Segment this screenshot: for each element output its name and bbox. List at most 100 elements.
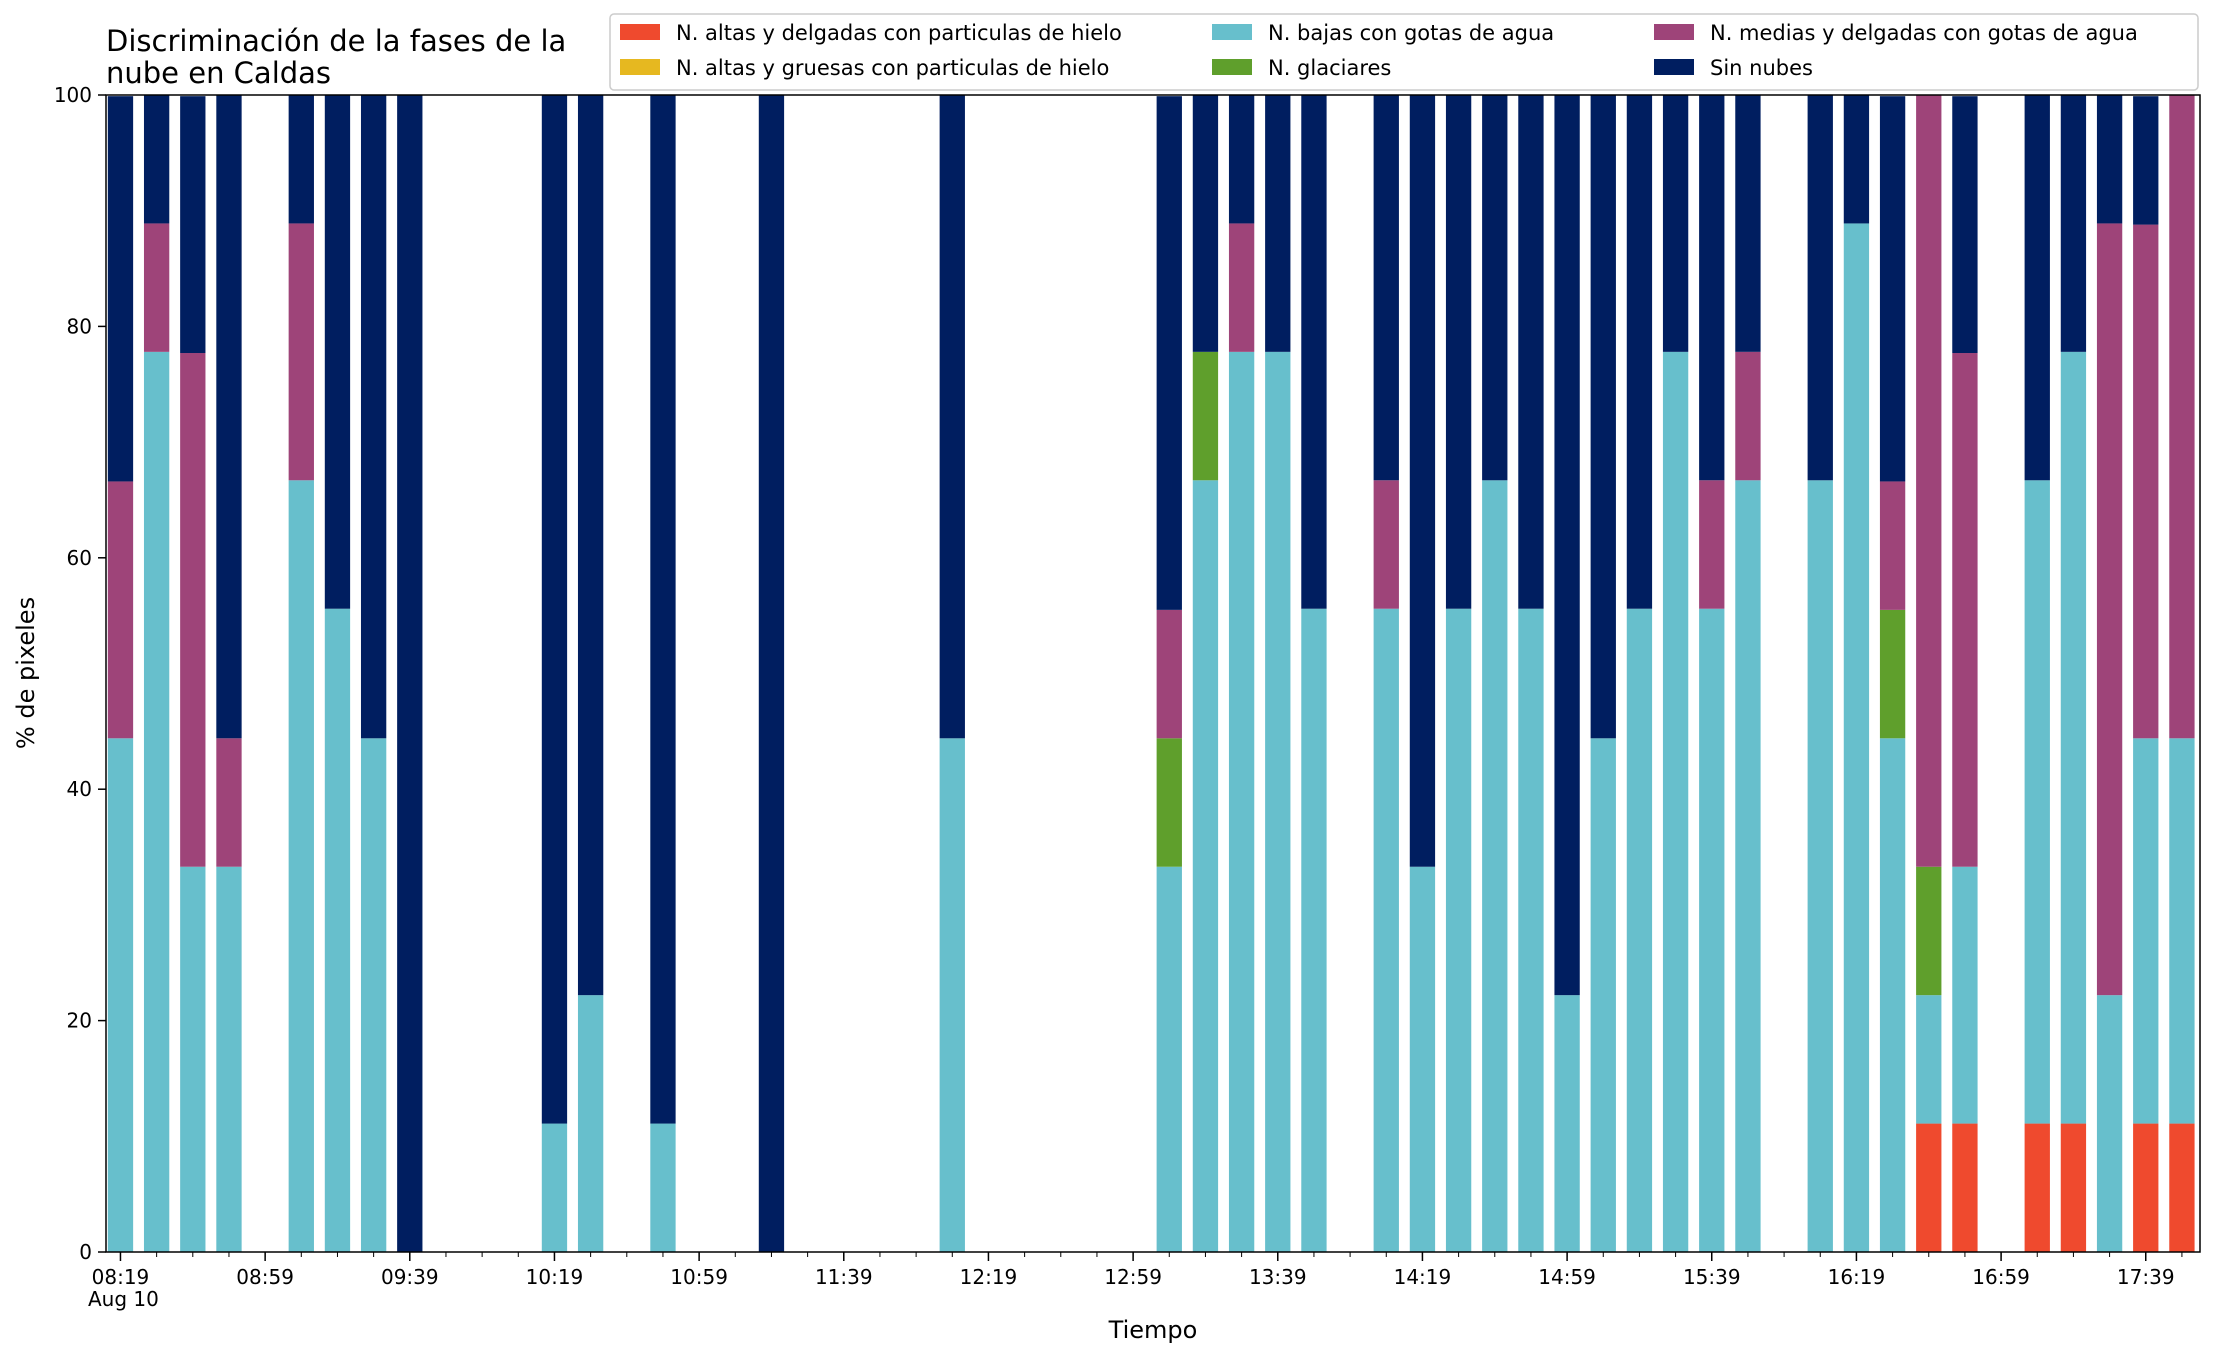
bar-segment-23-5 (1554, 95, 1580, 996)
chart-title-line-1: Discriminación de la fases de la (106, 24, 566, 58)
bar-segment-38-2 (2169, 738, 2195, 1124)
bar-segment-3-5 (216, 95, 242, 739)
bar-segment-7-5 (397, 95, 423, 1252)
bar-segment-1-2 (143, 351, 170, 1253)
bar-segment-20-2 (1445, 608, 1472, 1252)
y-tick-label-4: 80 (67, 314, 92, 338)
bar-segment-13-3 (1156, 738, 1182, 867)
bar-segment-26-2 (1662, 351, 1689, 1253)
bar-segment-25-5 (1626, 95, 1653, 609)
legend-label-4: N. medias y delgadas con gotas de agua (1710, 21, 2138, 45)
bar-segment-32-4 (1916, 95, 1942, 867)
y-tick-label-1: 20 (67, 1009, 92, 1033)
legend-swatch-2 (1212, 24, 1252, 40)
x-tick-label-5: 11:39 (815, 1265, 873, 1289)
x-tick-label-1: 08:59 (236, 1265, 294, 1289)
bar-segment-34-5 (2024, 95, 2050, 481)
legend-swatch-0 (620, 24, 660, 40)
bar-segment-14-5 (1192, 95, 1219, 352)
y-tick-label-3: 60 (67, 546, 92, 570)
legend-swatch-1 (620, 59, 660, 75)
bar-segment-27-2 (1699, 608, 1725, 1252)
bar-segment-11-5 (758, 95, 785, 1252)
bar-segment-35-0 (2060, 1123, 2087, 1252)
bar-segment-22-5 (1518, 95, 1544, 609)
bar-segment-32-0 (1916, 1123, 1942, 1252)
bar-segment-8-2 (541, 1123, 568, 1252)
bar-segment-31-4 (1879, 481, 1906, 610)
bar-segment-31-2 (1879, 738, 1906, 1252)
bar-segment-15-4 (1228, 223, 1255, 352)
bar-segment-27-5 (1699, 95, 1725, 481)
bar-segment-30-2 (1843, 223, 1870, 1253)
bar-segment-17-2 (1301, 608, 1327, 1252)
bar-segment-18-4 (1373, 480, 1399, 609)
bar-segment-1-4 (143, 223, 170, 352)
legend-box (609, 13, 2199, 91)
bar-segment-29-2 (1807, 480, 1833, 1252)
bar-segment-15-2 (1228, 351, 1255, 1253)
bar-segment-32-2 (1916, 995, 1942, 1124)
bar-segment-19-2 (1409, 866, 1436, 1252)
y-axis: 0 20 40 60 80 100 (54, 83, 106, 1264)
bar-segment-34-2 (2024, 480, 2050, 1124)
bar-segment-15-5 (1228, 95, 1255, 224)
bar-segment-5-5 (324, 95, 351, 609)
bar-segment-33-0 (1952, 1123, 1978, 1252)
bar-segment-0-2 (107, 738, 134, 1252)
bar-segment-4-4 (288, 223, 314, 481)
bar-segment-12-2 (939, 738, 965, 1252)
bar-segment-10-2 (650, 1123, 676, 1252)
bar-segment-33-4 (1952, 353, 1978, 867)
bar-segment-37-5 (2133, 96, 2159, 225)
bar-segment-21-5 (1482, 95, 1508, 481)
x-tick-label-7: 12:59 (1104, 1265, 1162, 1289)
y-tick-label-2: 40 (67, 777, 92, 801)
bar-segment-0-4 (107, 481, 134, 739)
bar-segment-5-2 (324, 608, 351, 1252)
legend-label-0: N. altas y delgadas con particulas de hi… (676, 21, 1122, 45)
bar-segment-14-3 (1192, 351, 1219, 481)
y-tick-label-0: 0 (79, 1240, 92, 1264)
bar-segment-28-4 (1735, 351, 1761, 481)
bar-segment-6-2 (360, 738, 387, 1252)
x-tick-label-12: 16:19 (1828, 1265, 1886, 1289)
x-tick-label-9: 14:19 (1394, 1265, 1452, 1289)
bar-segment-37-0 (2133, 1123, 2159, 1252)
bar-segment-16-2 (1265, 351, 1291, 1253)
bar-segment-4-2 (288, 480, 314, 1252)
bar-segment-33-5 (1952, 96, 1978, 354)
x-tick-label-4: 10:59 (670, 1265, 728, 1289)
bar-segment-12-5 (939, 95, 965, 739)
bar-segment-13-5 (1156, 96, 1182, 610)
x-tick-label-10: 14:59 (1538, 1265, 1596, 1289)
bar-segment-37-2 (2133, 738, 2159, 1124)
legend-swatch-3 (1212, 59, 1252, 75)
bar-segment-20-5 (1445, 95, 1472, 609)
bar-segment-26-5 (1662, 95, 1689, 352)
chart-title-line-2: nube en Caldas (106, 56, 331, 90)
bar-segment-2-5 (180, 96, 206, 354)
bar-segment-24-5 (1590, 95, 1616, 739)
bar-segment-35-2 (2060, 351, 2087, 1124)
bar-segment-38-0 (2169, 1123, 2195, 1252)
x-date-label: Aug 10 (88, 1287, 159, 1311)
legend: N. altas y delgadas con particulas de hi… (609, 13, 2199, 91)
bar-segment-31-3 (1879, 609, 1906, 739)
bar-segment-33-2 (1952, 866, 1978, 1124)
bar-segment-8-5 (541, 95, 568, 1124)
bar-segment-35-5 (2060, 95, 2087, 352)
x-tick-label-3: 10:19 (526, 1265, 584, 1289)
y-tick-label-5: 100 (54, 83, 92, 107)
bar-segment-9-2 (577, 995, 604, 1252)
x-tick-label-8: 13:39 (1249, 1265, 1307, 1289)
bar-segment-36-4 (2096, 223, 2123, 996)
x-axis: 08:19 08:59 09:39 10:19 10:59 11:39 12:19 12:59… (92, 1252, 2183, 1289)
bar-segment-31-5 (1879, 96, 1906, 482)
bar-segment-13-2 (1156, 866, 1182, 1252)
bar-segment-28-5 (1735, 95, 1761, 352)
bar-stacks (107, 95, 2195, 1253)
bar-segment-21-2 (1482, 480, 1508, 1252)
bar-segment-36-5 (2096, 95, 2123, 224)
bar-segment-25-2 (1626, 608, 1653, 1252)
